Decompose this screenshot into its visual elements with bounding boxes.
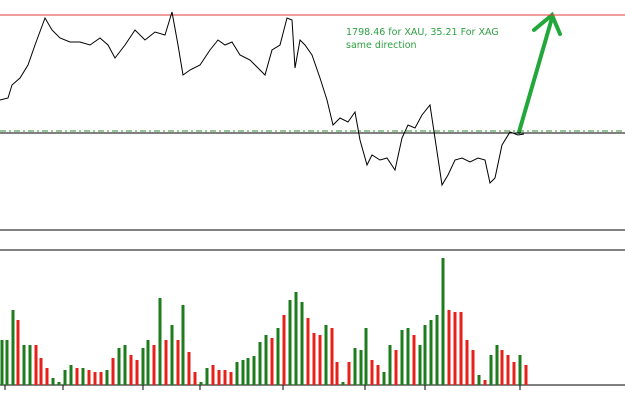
volume-bar bbox=[22, 345, 26, 385]
volume-bar bbox=[500, 350, 504, 385]
volume-bar bbox=[51, 378, 55, 385]
volume-bar bbox=[34, 345, 38, 385]
volume-bar bbox=[459, 312, 463, 385]
volume-bar bbox=[258, 342, 262, 385]
volume-bar bbox=[229, 372, 233, 385]
arrow bbox=[517, 11, 562, 134]
volume-bar bbox=[306, 318, 310, 385]
volume-bar bbox=[394, 350, 398, 385]
volume-bar bbox=[5, 340, 9, 385]
volume-bar bbox=[288, 300, 292, 385]
volume-bar bbox=[135, 360, 139, 385]
volume-bar bbox=[270, 338, 274, 385]
volume-bar bbox=[141, 348, 145, 385]
volume-bar bbox=[187, 352, 191, 385]
volume-bar bbox=[217, 370, 221, 385]
volume-bar bbox=[158, 298, 162, 385]
volume-bar bbox=[87, 370, 91, 385]
volume-bar bbox=[489, 355, 493, 385]
volume-bar bbox=[347, 362, 351, 385]
volume-bar bbox=[341, 382, 345, 385]
volume-bar bbox=[324, 325, 328, 385]
volume-bar bbox=[318, 335, 322, 385]
volume-bar bbox=[199, 382, 203, 385]
volume-bar bbox=[276, 328, 280, 385]
volume-bar bbox=[330, 328, 334, 385]
annotation: 1798.46 for XAU, 35.21 For XAG bbox=[346, 27, 499, 38]
volume-bar bbox=[506, 355, 510, 385]
volume-bar bbox=[81, 368, 85, 385]
volume-bar bbox=[75, 368, 79, 385]
price-line bbox=[0, 11, 525, 187]
volume-bar bbox=[117, 348, 121, 385]
volume-bar bbox=[524, 365, 528, 385]
volume-bar bbox=[105, 370, 109, 385]
volume-bar bbox=[312, 333, 316, 385]
volume-bar bbox=[193, 372, 197, 385]
volume-bar bbox=[335, 362, 339, 385]
volume-bar bbox=[465, 340, 469, 385]
annotation: same direction bbox=[346, 40, 417, 51]
volume-bar bbox=[211, 365, 215, 385]
volume-bar bbox=[495, 345, 499, 385]
volume-bar bbox=[39, 358, 43, 385]
volume-bar bbox=[164, 340, 168, 385]
volume-bar bbox=[252, 356, 256, 385]
volume-bar bbox=[483, 380, 487, 385]
volume-bar bbox=[418, 345, 422, 385]
volume-bar bbox=[16, 320, 20, 385]
volume-bar bbox=[205, 368, 209, 385]
volume-bar bbox=[223, 370, 227, 385]
volume-bar bbox=[93, 372, 97, 385]
volume-bar bbox=[376, 365, 380, 385]
volume-bar bbox=[99, 372, 103, 385]
time-ticks bbox=[4, 385, 521, 390]
volume-bar bbox=[264, 335, 268, 385]
volume-bar bbox=[45, 368, 49, 385]
volume-bar bbox=[388, 345, 392, 385]
volume-bar bbox=[235, 362, 239, 385]
volume-bar bbox=[129, 355, 133, 385]
volume-bar bbox=[57, 382, 61, 385]
volume-bar bbox=[471, 350, 475, 385]
volume-bar bbox=[359, 350, 363, 385]
volume-bar bbox=[518, 355, 522, 385]
volume-bar bbox=[69, 365, 73, 385]
volume-bar bbox=[176, 340, 180, 385]
volume-bar bbox=[370, 360, 374, 385]
volume-bar bbox=[111, 358, 115, 385]
volume-bar bbox=[364, 328, 368, 385]
volume-bar bbox=[512, 362, 516, 385]
volume-bar bbox=[435, 315, 439, 385]
volume-bar bbox=[400, 330, 404, 385]
volume-bar bbox=[429, 320, 433, 385]
volume-bar bbox=[241, 360, 245, 385]
volume-bar bbox=[0, 340, 4, 385]
volume-bar bbox=[28, 345, 32, 385]
volume-bar bbox=[282, 315, 286, 385]
volume-bar bbox=[477, 375, 481, 385]
volume-bar bbox=[181, 305, 185, 385]
volume-bar bbox=[152, 345, 156, 385]
volume-bar bbox=[447, 310, 451, 385]
volume-bar bbox=[353, 348, 357, 385]
volume-bar bbox=[382, 372, 386, 385]
volume-bar bbox=[146, 340, 150, 385]
volume-bar bbox=[453, 312, 457, 385]
volume-bar bbox=[423, 325, 427, 385]
volume-bar bbox=[300, 302, 304, 385]
volume-bar bbox=[123, 345, 127, 385]
volume-bar bbox=[406, 328, 410, 385]
volume-bar bbox=[11, 310, 15, 385]
volume-bar bbox=[63, 370, 67, 385]
volume-bar bbox=[441, 258, 445, 385]
volume-bar bbox=[170, 325, 174, 385]
volume-bar bbox=[246, 358, 250, 385]
volume-bar bbox=[294, 292, 298, 385]
volume-bar bbox=[412, 335, 416, 385]
